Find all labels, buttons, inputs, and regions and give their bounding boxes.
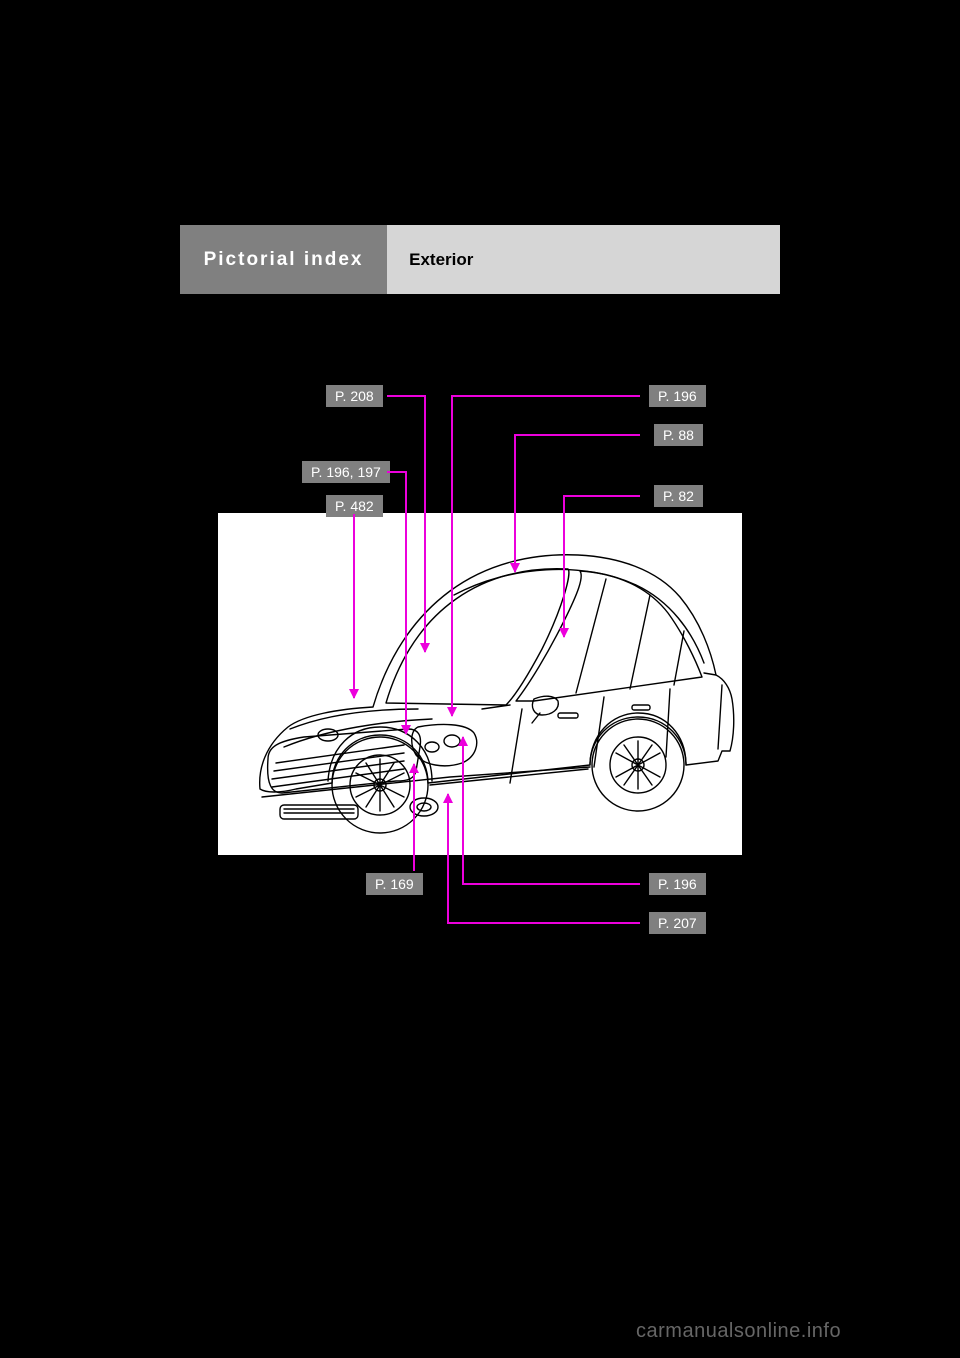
page-container: Pictorial index Exterior [0, 0, 960, 1358]
leader-lines [0, 0, 960, 1358]
watermark: carmanualsonline.info [636, 1320, 841, 1343]
